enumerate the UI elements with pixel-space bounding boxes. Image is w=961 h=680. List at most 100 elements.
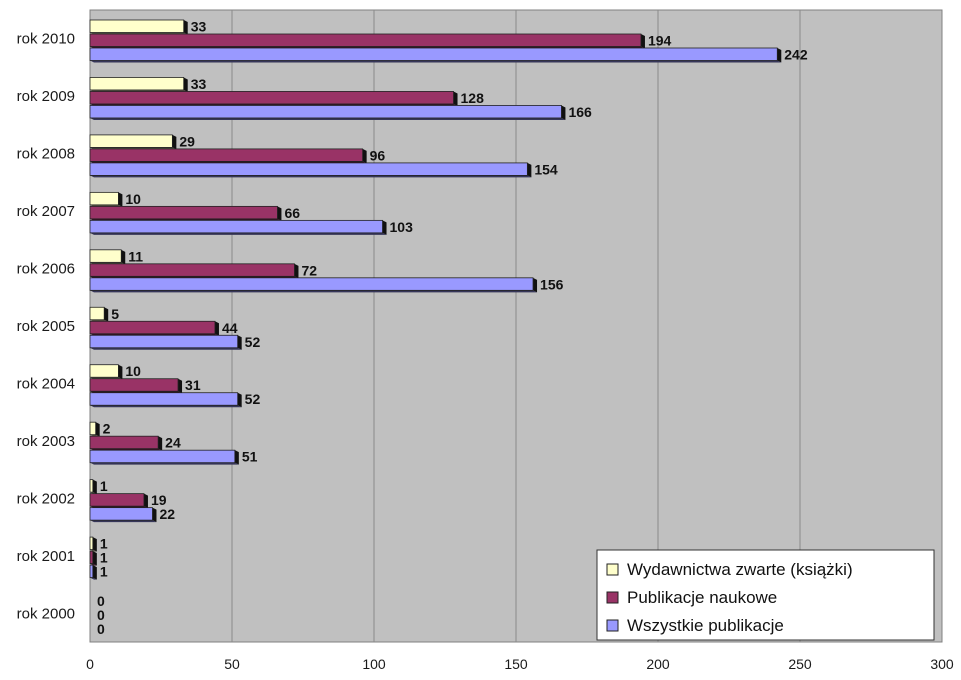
bar-bottom <box>90 462 239 465</box>
bar-side <box>453 91 458 106</box>
category-label: rok 2000 <box>17 605 75 622</box>
data-label: 166 <box>568 104 592 120</box>
bar <box>89 105 562 119</box>
x-axis: 0 50 100 150 200 250 300 <box>86 656 954 672</box>
bar-side <box>294 263 299 279</box>
data-label: 194 <box>648 33 672 49</box>
bar-side <box>118 192 123 207</box>
bar <box>89 479 94 493</box>
data-label: 242 <box>784 47 808 63</box>
bar <box>89 77 185 91</box>
bar-side <box>277 206 282 221</box>
data-label: 24 <box>165 435 181 451</box>
bar <box>89 493 145 507</box>
bar <box>89 33 642 47</box>
bar-side <box>158 436 163 451</box>
bar <box>89 320 216 335</box>
bar-bottom <box>90 520 157 523</box>
bar-side <box>121 249 126 265</box>
bar <box>89 162 528 176</box>
data-label: 96 <box>370 147 386 163</box>
bar <box>89 205 278 220</box>
bar-bottom <box>90 577 97 580</box>
category-label: rok 2008 <box>17 146 75 163</box>
bar-bottom <box>90 405 242 408</box>
x-tick-label: 200 <box>646 656 670 672</box>
data-label: 0 <box>97 593 105 609</box>
data-label: 33 <box>191 76 207 92</box>
category-label: rok 2003 <box>17 433 75 450</box>
bar-side <box>382 220 387 235</box>
data-label: 0 <box>97 607 105 623</box>
bar-side <box>640 34 645 49</box>
data-label: 31 <box>185 377 201 393</box>
data-label: 156 <box>540 276 564 292</box>
bar <box>89 435 159 450</box>
bar-side <box>172 134 177 150</box>
data-label: 154 <box>534 161 558 177</box>
bar-side <box>237 392 242 408</box>
bar-side <box>92 479 97 495</box>
bar <box>89 148 364 162</box>
category-label: rok 2004 <box>17 375 75 392</box>
bar-side <box>533 277 538 293</box>
bar <box>89 334 239 349</box>
legend-label: Wydawnictwa zwarte (książki) <box>627 560 853 579</box>
bar <box>89 449 236 464</box>
data-label: 10 <box>125 191 141 207</box>
data-label: 33 <box>191 19 207 35</box>
bar <box>89 277 534 291</box>
data-label: 72 <box>301 262 317 278</box>
data-label: 5 <box>111 306 119 322</box>
bar <box>89 249 122 263</box>
data-label: 1 <box>100 536 108 552</box>
category-label: rok 2007 <box>17 203 75 220</box>
bar-side <box>143 493 148 509</box>
bar-bottom <box>90 175 532 178</box>
data-label: 44 <box>222 320 238 336</box>
data-label: 19 <box>151 492 167 508</box>
data-label: 103 <box>390 219 414 235</box>
bar <box>89 263 295 277</box>
bar-side <box>214 321 219 336</box>
bar-side <box>92 565 97 580</box>
data-label: 1 <box>100 478 108 494</box>
bar-bottom <box>90 549 97 552</box>
legend-label: Publikacje naukowe <box>627 588 777 607</box>
bar-side <box>527 162 532 178</box>
bar-side <box>237 335 242 350</box>
bar <box>89 378 179 392</box>
category-label: rok 2009 <box>17 88 75 105</box>
category-label: rok 2001 <box>17 548 75 565</box>
x-tick-label: 100 <box>362 656 386 672</box>
bar-side <box>777 48 782 63</box>
bar-bottom <box>90 117 566 120</box>
category-label: rok 2005 <box>17 318 75 335</box>
x-tick-label: 0 <box>86 656 94 672</box>
bar-side <box>152 507 157 523</box>
data-label: 1 <box>100 550 108 566</box>
data-label: 1 <box>100 564 108 580</box>
legend-swatch <box>606 591 619 604</box>
data-label: 66 <box>284 205 300 221</box>
bar-side <box>104 307 109 322</box>
data-label: 11 <box>128 248 143 264</box>
bars <box>89 19 782 580</box>
bar <box>89 507 153 521</box>
bar <box>89 191 119 206</box>
x-tick-label: 300 <box>930 656 954 672</box>
bar <box>89 550 94 564</box>
bar-side <box>95 422 100 437</box>
bar <box>89 564 94 578</box>
legend-box <box>596 549 935 641</box>
bar-side <box>178 378 183 394</box>
legend-label: Wszystkie publikacje <box>627 616 784 635</box>
data-label: 52 <box>245 334 261 350</box>
legend-swatch <box>606 619 619 632</box>
data-label: 22 <box>159 506 175 522</box>
bar-side <box>183 20 188 35</box>
data-label: 0 <box>97 621 105 637</box>
bar <box>89 19 185 33</box>
bar-bottom <box>90 347 242 350</box>
bar <box>89 421 97 436</box>
